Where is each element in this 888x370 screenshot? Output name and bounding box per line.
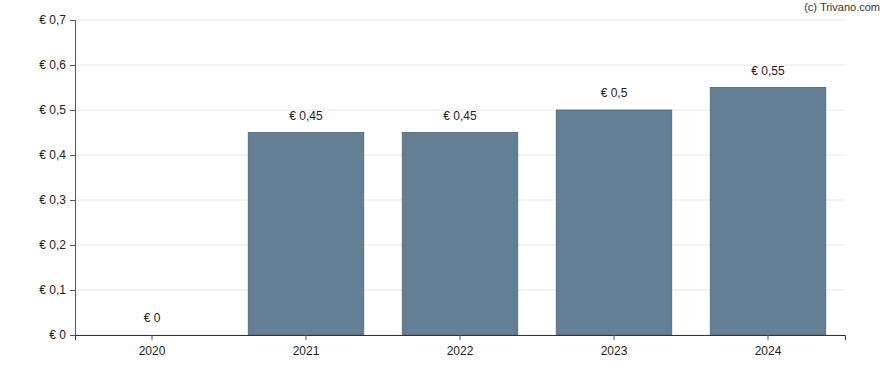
x-axis-line (76, 336, 846, 341)
x-tick-label: 2024 (755, 344, 782, 358)
x-tick: 2021 (293, 335, 320, 358)
y-tick: € 0 (49, 328, 75, 342)
y-tick: € 0,2 (39, 238, 75, 252)
x-tick: 2024 (755, 335, 782, 358)
x-tick-mark (460, 335, 461, 340)
bar (556, 110, 672, 335)
x-axis: 2020 2021 2022 2023 2024 (76, 335, 846, 358)
y-tick-mark (70, 200, 75, 201)
y-tick-mark (70, 110, 75, 111)
y-tick-mark (70, 335, 75, 336)
y-tick: € 0,6 (39, 58, 75, 72)
y-axis-line (70, 21, 76, 336)
y-tick-label: € 0,3 (39, 193, 66, 207)
data-label: € 0,45 (289, 109, 323, 123)
y-tick-mark (70, 155, 75, 156)
x-tick-mark (306, 335, 307, 340)
y-tick: € 0,3 (39, 193, 75, 207)
bar (710, 88, 826, 336)
x-tick-mark (768, 335, 769, 340)
x-tick: 2023 (601, 335, 628, 358)
y-tick-label: € 0,7 (39, 13, 66, 27)
bars (248, 88, 826, 336)
data-label: € 0,45 (443, 109, 477, 123)
data-label: € 0,5 (601, 86, 628, 100)
y-tick-label: € 0,1 (39, 283, 66, 297)
bar (248, 133, 364, 336)
y-tick-mark (70, 65, 75, 66)
y-tick: € 0,5 (39, 103, 75, 117)
y-tick: € 0,4 (39, 148, 75, 162)
y-axis: € 0 € 0,1 € 0,2 € 0,3 € 0,4 € 0,5 € 0,6 € 0,7 (39, 13, 75, 342)
x-tick: 2020 (139, 335, 166, 358)
data-label: € 0,55 (751, 64, 785, 78)
x-tick-label: 2021 (293, 344, 320, 358)
bar (402, 133, 518, 336)
bar (94, 335, 210, 336)
y-tick-mark (70, 20, 75, 21)
y-tick: € 0,7 (39, 13, 75, 27)
y-tick-mark (70, 290, 75, 291)
y-tick-label: € 0,2 (39, 238, 66, 252)
x-tick-label: 2023 (601, 344, 628, 358)
y-tick-mark (70, 245, 75, 246)
data-label: € 0 (144, 311, 161, 325)
x-tick-label: 2020 (139, 344, 166, 358)
y-tick-label: € 0,6 (39, 58, 66, 72)
y-tick-label: € 0,4 (39, 148, 66, 162)
x-tick-label: 2022 (447, 344, 474, 358)
grid (75, 20, 845, 335)
grid-line (75, 20, 845, 21)
chart: € 0 € 0,1 € 0,2 € 0,3 € 0,4 € 0,5 € 0,6 € 0,7 20… (0, 0, 888, 370)
x-tick-mark (152, 335, 153, 340)
y-tick: € 0,1 (39, 283, 75, 297)
x-tick: 2022 (447, 335, 474, 358)
x-tick-mark (614, 335, 615, 340)
y-tick-label: € 0 (49, 328, 66, 342)
plot: € 0 € 0,1 € 0,2 € 0,3 € 0,4 € 0,5 € 0,6 € 0,7 20… (39, 13, 845, 357)
data-labels: € 0 € 0,45 € 0,45 € 0,5 € 0,55 (144, 64, 785, 326)
grid-line (75, 65, 845, 66)
credit: (c) Trivano.com (804, 1, 880, 13)
y-tick-label: € 0,5 (39, 103, 66, 117)
